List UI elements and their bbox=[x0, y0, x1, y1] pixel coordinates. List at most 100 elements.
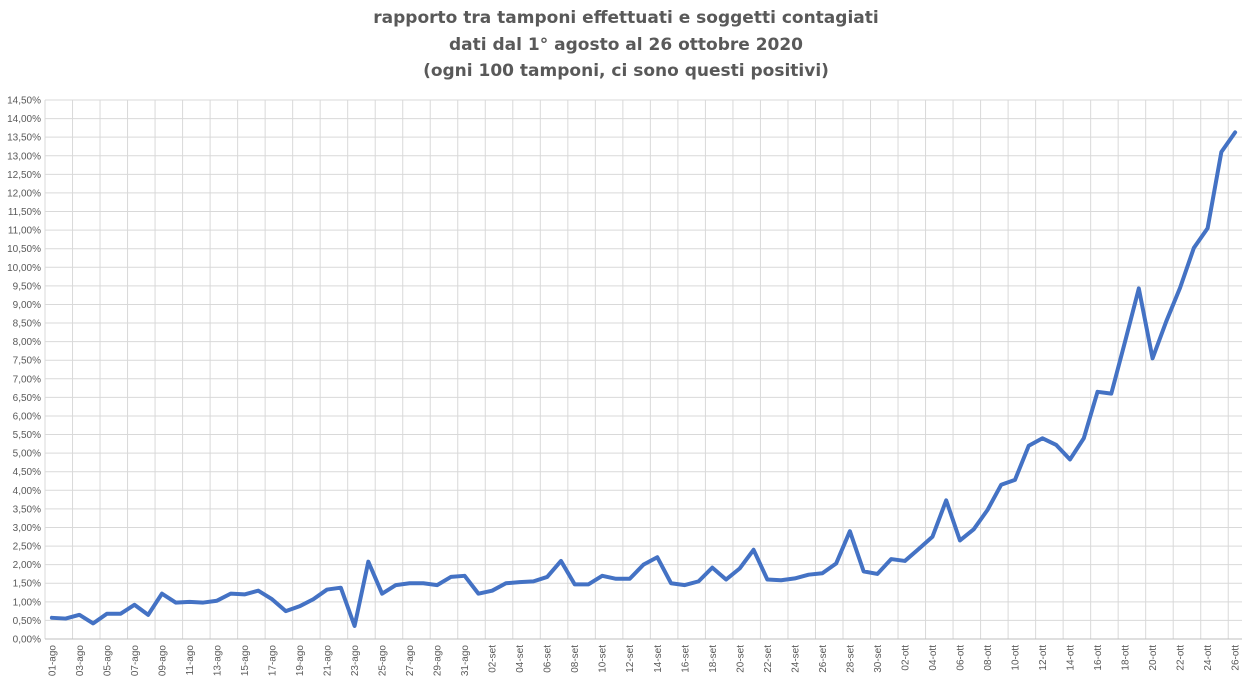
data-point bbox=[504, 581, 508, 585]
data-point bbox=[256, 589, 260, 593]
data-point bbox=[614, 577, 618, 581]
data-point bbox=[366, 560, 370, 564]
x-tick-label: 10-set bbox=[598, 645, 609, 673]
data-point bbox=[215, 599, 219, 603]
data-point bbox=[50, 616, 54, 620]
data-point bbox=[1013, 478, 1017, 482]
x-tick-label: 08-ott bbox=[983, 645, 994, 671]
x-tick-label: 21-ago bbox=[323, 645, 334, 677]
y-tick-label: 9,00% bbox=[13, 300, 41, 311]
x-tick-label: 14-set bbox=[653, 645, 664, 673]
data-point bbox=[463, 574, 467, 578]
data-point bbox=[187, 600, 191, 604]
data-point bbox=[476, 592, 480, 596]
data-point bbox=[765, 578, 769, 582]
y-tick-label: 13,00% bbox=[7, 151, 41, 162]
data-point bbox=[119, 612, 123, 616]
data-point bbox=[683, 583, 687, 587]
y-tick-label: 9,50% bbox=[13, 281, 41, 292]
data-point bbox=[1041, 436, 1045, 440]
y-tick-label: 1,00% bbox=[13, 597, 41, 608]
data-point bbox=[64, 617, 68, 621]
data-point bbox=[1137, 286, 1141, 290]
data-point bbox=[160, 592, 164, 596]
data-point bbox=[545, 575, 549, 579]
y-tick-label: 4,50% bbox=[13, 467, 41, 478]
data-point bbox=[917, 547, 921, 551]
x-tick-label: 27-ago bbox=[405, 645, 416, 677]
y-tick-label: 13,50% bbox=[7, 133, 41, 144]
x-tick-label: 29-ago bbox=[433, 645, 444, 677]
data-point bbox=[669, 581, 673, 585]
x-tick-label: 22-set bbox=[763, 645, 774, 673]
data-point bbox=[1178, 286, 1182, 290]
data-point bbox=[958, 538, 962, 542]
data-point bbox=[559, 559, 563, 563]
data-point bbox=[1206, 226, 1210, 230]
y-tick-label: 6,00% bbox=[13, 411, 41, 422]
data-point bbox=[655, 555, 659, 559]
x-tick-label: 26-ott bbox=[1231, 645, 1242, 671]
data-point bbox=[421, 581, 425, 585]
data-point bbox=[848, 529, 852, 533]
y-tick-label: 8,50% bbox=[13, 319, 41, 330]
chart-subtitle-line-2: (ogni 100 tamponi, ci sono questi positi… bbox=[423, 61, 829, 81]
data-point bbox=[243, 592, 247, 596]
x-tick-label: 24-ott bbox=[1203, 645, 1214, 671]
y-tick-label: 12,50% bbox=[7, 170, 41, 181]
x-tick-label: 01-ago bbox=[47, 645, 58, 677]
data-point bbox=[642, 563, 646, 567]
y-tick-label: 11,50% bbox=[8, 207, 41, 218]
x-tick-label: 24-set bbox=[790, 645, 801, 673]
y-tick-label: 10,50% bbox=[7, 244, 41, 255]
y-tick-label: 12,00% bbox=[7, 188, 41, 199]
x-tick-label: 16-ott bbox=[1093, 645, 1104, 671]
data-point bbox=[710, 566, 714, 570]
x-tick-label: 07-ago bbox=[130, 645, 141, 677]
y-tick-label: 5,00% bbox=[13, 449, 41, 460]
y-tick-label: 7,00% bbox=[13, 374, 41, 385]
y-tick-label: 14,00% bbox=[7, 114, 41, 125]
data-point bbox=[600, 574, 604, 578]
x-tick-label: 26-set bbox=[818, 645, 829, 673]
y-tick-label: 0,50% bbox=[13, 616, 41, 627]
x-tick-label: 18-ott bbox=[1121, 645, 1132, 671]
data-point bbox=[339, 586, 343, 590]
y-tick-label: 10,00% bbox=[7, 263, 41, 274]
data-point bbox=[1068, 457, 1072, 461]
x-tick-label: 23-ago bbox=[350, 645, 361, 677]
data-point bbox=[353, 624, 357, 628]
data-point bbox=[1109, 392, 1113, 396]
data-point bbox=[435, 583, 439, 587]
x-tick-label: 04-ott bbox=[928, 645, 939, 671]
x-tick-label: 13-ago bbox=[212, 645, 223, 677]
data-point bbox=[531, 579, 535, 583]
x-tick-label: 19-ago bbox=[295, 645, 306, 677]
y-tick-label: 3,50% bbox=[13, 504, 41, 515]
x-tick-label: 25-ago bbox=[378, 645, 389, 677]
data-point bbox=[628, 577, 632, 581]
data-point bbox=[972, 527, 976, 531]
data-point bbox=[394, 583, 398, 587]
y-tick-label: 3,00% bbox=[13, 523, 41, 534]
data-point bbox=[697, 579, 701, 583]
data-point bbox=[875, 572, 879, 576]
data-point bbox=[903, 559, 907, 563]
data-point bbox=[1151, 356, 1155, 360]
y-tick-label: 7,50% bbox=[13, 356, 41, 367]
x-tick-label: 20-set bbox=[735, 645, 746, 673]
y-tick-label: 6,50% bbox=[13, 393, 41, 404]
x-tick-label: 16-set bbox=[680, 645, 691, 673]
x-tick-label: 05-ago bbox=[102, 645, 113, 677]
series-line bbox=[49, 130, 1238, 628]
chart-subtitle-line-1: dati dal 1° agosto al 26 ottobre 2020 bbox=[448, 35, 804, 55]
data-point bbox=[724, 578, 728, 582]
x-tick-label: 20-ott bbox=[1148, 645, 1159, 671]
x-tick-label: 31-ago bbox=[460, 645, 471, 677]
x-tick-label: 11-ago bbox=[185, 645, 196, 676]
data-point bbox=[174, 601, 178, 605]
x-tick-label: 09-ago bbox=[157, 645, 168, 677]
data-point bbox=[586, 582, 590, 586]
y-tick-label: 1,50% bbox=[13, 579, 41, 590]
data-point bbox=[284, 609, 288, 613]
